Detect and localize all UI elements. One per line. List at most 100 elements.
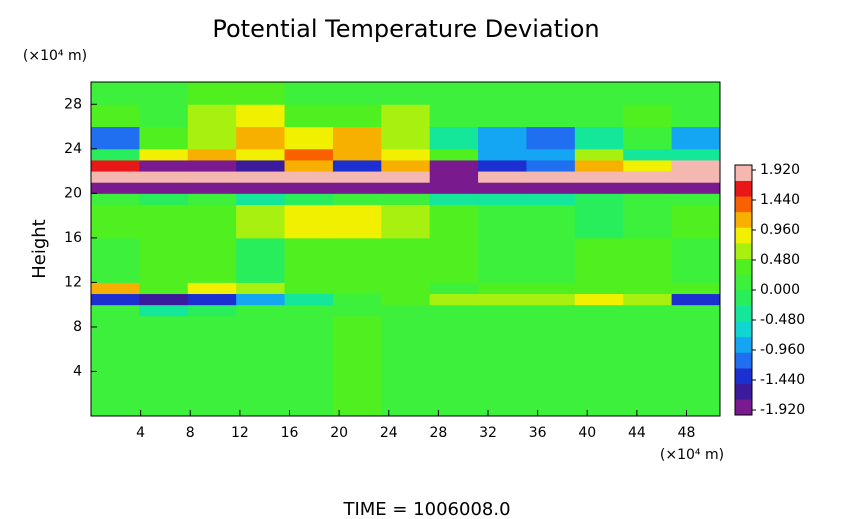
heatmap-cell [478,293,527,306]
heatmap-cell [332,171,382,183]
heatmap-cell [671,237,721,283]
heatmap-cell [381,204,431,239]
heatmap-cell [187,182,237,194]
heatmap-cell [284,159,334,172]
heatmap-cell [381,282,431,295]
heatmap-cell [381,126,431,150]
heatmap-cell [478,82,527,105]
y-axis-label: Height [29,219,50,279]
heatmap-cell [623,171,673,183]
x-tick-label: 8 [186,425,195,441]
heatmap-cell [671,171,721,183]
heatmap-cell [526,159,576,172]
heatmap-cell [623,204,673,239]
heatmap-cell [332,204,382,239]
y-tick-label: 28 [64,96,82,112]
heatmap-cell [429,293,479,306]
heatmap-cell [623,82,673,105]
heatmap-cell [187,126,237,150]
x-tick-label: 4 [136,425,145,441]
heatmap-cell [332,282,382,295]
heatmap-cell [139,282,189,295]
heatmap-cell [429,159,479,172]
x-unit: (×10⁴ m) [660,447,724,463]
heatmap-cell [284,304,334,317]
heatmap-cell [526,304,576,317]
heatmap-cell [429,315,479,417]
heatmap-cell [139,237,189,283]
heatmap-cell [139,304,189,317]
chart-title: Potential Temperature Deviation [212,15,599,43]
heatmap-cell [332,293,382,306]
heatmap-cell [91,159,140,172]
heatmap-cell [284,204,334,239]
y-tick-label: 20 [64,185,82,201]
heatmap-cell [526,148,576,161]
heatmap-cell [574,193,624,205]
heatmap-cell [671,104,721,128]
heatmap-cell [671,182,721,194]
heatmap-cell [187,304,237,317]
heatmap-cell [429,182,479,194]
heatmap-cell [526,282,576,295]
heatmap-cell [526,315,576,417]
heatmap-cell [236,104,286,128]
heatmap-cell [623,237,673,283]
heatmap-cell [91,293,140,306]
heatmap-cell [574,148,624,161]
heatmap-cell [429,282,479,295]
heatmap-cell [526,193,576,205]
heatmap-cell [381,159,431,172]
heatmap-cell [284,182,334,194]
heatmap-cell [332,159,382,172]
heatmap-cell [284,193,334,205]
colorbar-tick-label: -0.960 [760,342,805,358]
heatmap-cell [429,148,479,161]
heatmap-cell [91,82,140,105]
heatmap-cell [236,148,286,161]
heatmap-cell [574,282,624,295]
x-tick-label: 24 [380,425,398,441]
heatmap-cell [187,237,237,283]
heatmap-cell [574,304,624,317]
heatmap-cell [236,237,286,283]
heatmap-cell [574,126,624,150]
heatmap-cell [381,182,431,194]
heatmap-cell [671,126,721,150]
heatmap-cell [429,126,479,150]
heatmap-cell [381,315,431,417]
heatmap-cell [478,104,527,128]
heatmap-cell [429,104,479,128]
colorbar-swatch [735,383,752,400]
heatmap-cell [574,237,624,283]
x-tick-label: 20 [330,425,348,441]
heatmap-cell [236,204,286,239]
heatmap-cell [478,282,527,295]
heatmap-cell [381,293,431,306]
heatmap-cell [187,282,237,295]
heatmap-cell [623,304,673,317]
heatmap-cell [574,293,624,306]
heatmap-cell [187,204,237,239]
heatmap-cell [236,182,286,194]
heatmap-cell [332,104,382,128]
colorbar-swatch [735,227,752,244]
heatmap-cell [332,182,382,194]
heatmap-cell [429,237,479,283]
heatmap-cell [284,148,334,161]
colorbar-swatch [735,321,752,338]
heatmap-cell [139,171,189,183]
colorbar-swatch [735,180,752,197]
heatmap-cell [284,315,334,417]
x-tick-label: 32 [479,425,497,441]
heatmap-cell [187,148,237,161]
x-tick-label: 40 [578,425,596,441]
heatmap-cell [187,171,237,183]
heatmap-cell [139,204,189,239]
y-tick-label: 4 [73,363,82,379]
colorbar-tick-label: 0.000 [760,282,800,298]
heatmap-cell [91,193,140,205]
colorbar-swatch [735,399,752,416]
heatmap-cell [381,82,431,105]
